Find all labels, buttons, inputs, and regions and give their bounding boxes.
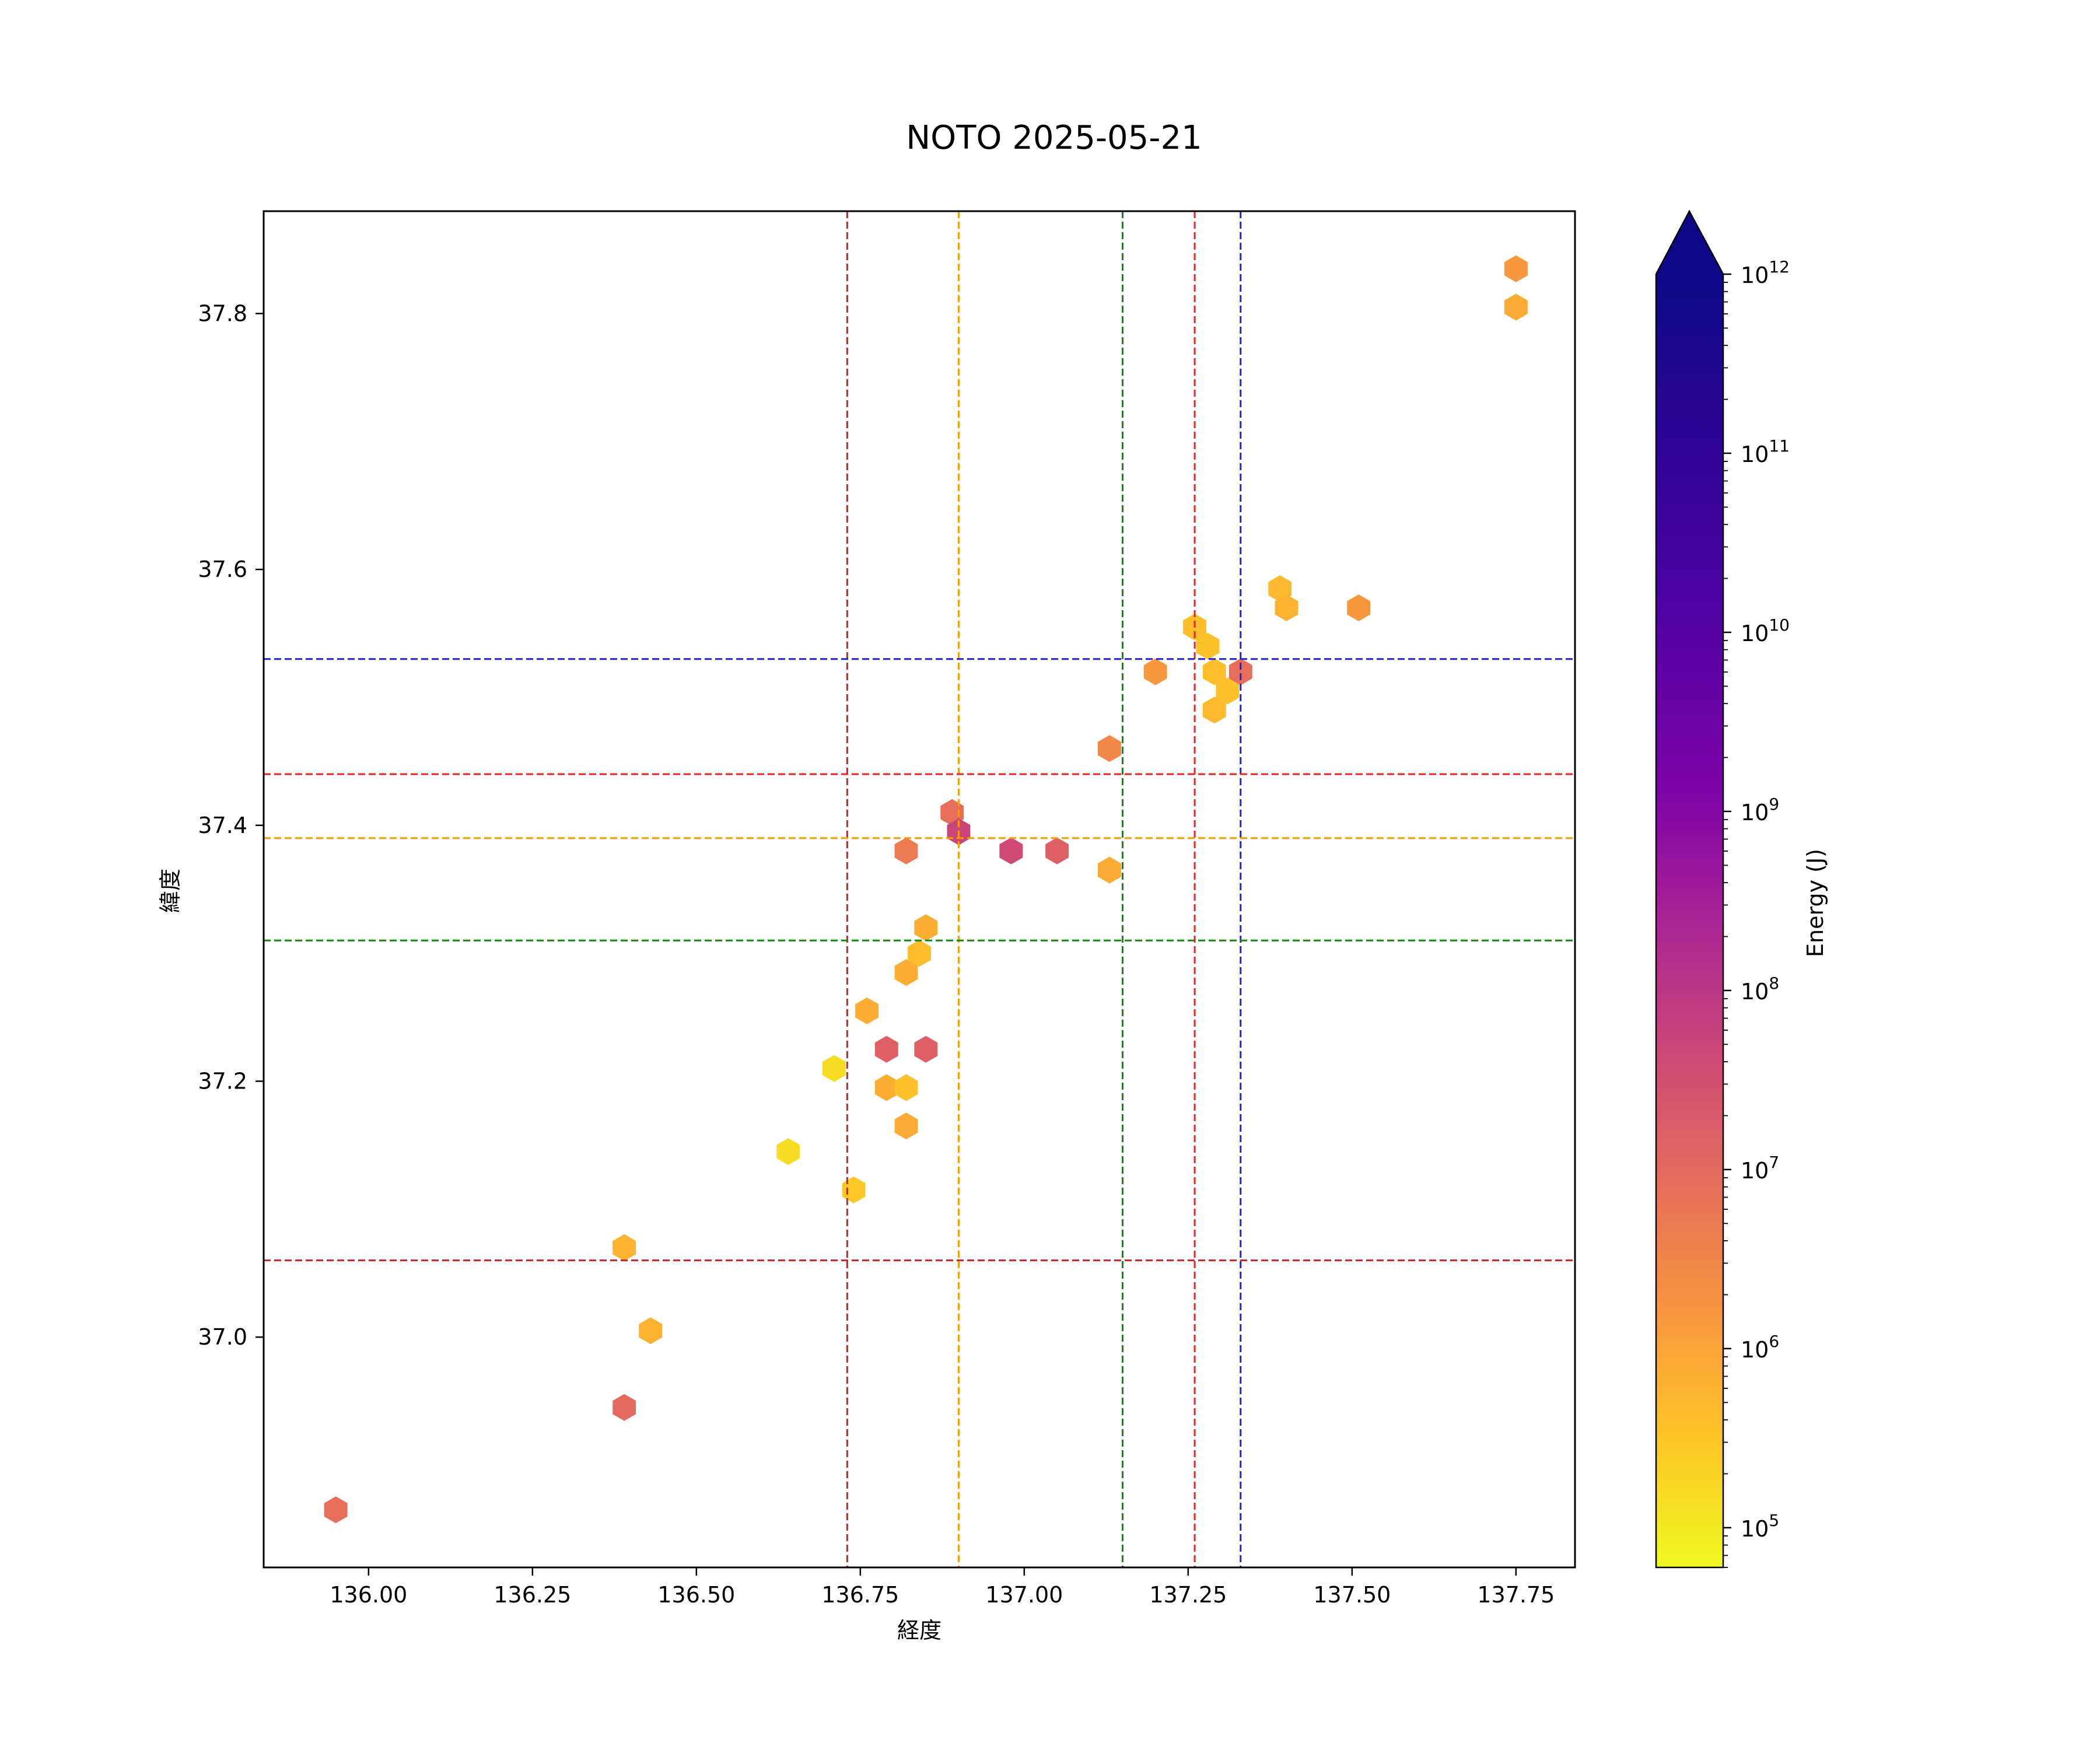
x-axis-label: 経度	[897, 1618, 942, 1643]
colorbar-tick-label: 108	[1741, 974, 1779, 1005]
x-tick-label: 136.75	[821, 1582, 899, 1608]
hexbin-cell	[1504, 255, 1528, 282]
hexbin-cell	[1143, 658, 1167, 685]
hexbin-cell	[612, 1394, 636, 1421]
colorbar-tick-label: 1010	[1741, 615, 1790, 646]
hexbin-cell	[639, 1317, 663, 1345]
y-tick-label: 37.2	[198, 1069, 247, 1094]
hexbin-cell	[855, 997, 878, 1024]
y-axis-label: 緯度	[158, 869, 183, 913]
hexbin-cell	[874, 1035, 898, 1063]
hexbin-cell	[874, 1074, 898, 1101]
hexbin-cell	[1196, 632, 1220, 660]
colorbar-tick-label: 1012	[1741, 257, 1790, 288]
colorbar-tick-label: 107	[1741, 1153, 1779, 1184]
x-tick-label: 137.50	[1313, 1582, 1391, 1608]
hexbin-cell	[1098, 735, 1121, 762]
hexbin-cell	[612, 1234, 636, 1261]
x-tick-label: 136.25	[494, 1582, 571, 1608]
hexbin-cell	[1098, 856, 1121, 884]
colorbar-ticks: 105 106 107 108 109 1010 1011 1012	[1723, 257, 1790, 1568]
hexbin-cell	[894, 1112, 918, 1140]
hexbin-cell	[908, 940, 931, 967]
chart-title: NOTO 2025-05-21	[906, 119, 1202, 157]
y-axis: 37.0 37.2 37.4 37.6 37.8	[198, 300, 264, 1350]
hexbin-cell	[1202, 658, 1226, 685]
plot-area	[262, 210, 1576, 1569]
colorbar-gradient	[1656, 274, 1723, 1567]
hexbin-cell	[914, 914, 938, 942]
hexbin-cell	[914, 1035, 938, 1063]
plot-background	[264, 211, 1575, 1567]
colorbar-tick-label: 106	[1741, 1332, 1779, 1363]
hexbin-cell	[1275, 594, 1298, 621]
hexbin-cell	[1228, 658, 1252, 685]
hexbin-cell	[894, 959, 918, 986]
colorbar: 105 106 107 108 109 1010 1011 1012 Energy (J)	[1655, 209, 1828, 1569]
x-tick-label: 137.00	[985, 1582, 1063, 1608]
y-tick-label: 37.8	[198, 300, 247, 326]
hexbin-cell	[894, 837, 918, 864]
x-tick-label: 136.50	[657, 1582, 735, 1608]
hexbin-cell	[1347, 594, 1370, 621]
colorbar-tick-label: 1011	[1741, 436, 1790, 467]
colorbar-tick-label: 109	[1741, 794, 1779, 825]
y-tick-label: 37.4	[198, 813, 247, 838]
x-tick-label: 137.75	[1477, 1582, 1555, 1608]
x-tick-label: 137.25	[1149, 1582, 1227, 1608]
hexbin-cell	[324, 1496, 348, 1524]
hexbin-cell	[822, 1055, 846, 1082]
hexbin-cell	[1504, 293, 1528, 321]
plot-frame	[262, 210, 1576, 1569]
hexbin-cell	[894, 1074, 918, 1101]
reference-lines	[264, 211, 1575, 1567]
y-tick-label: 37.6	[198, 556, 247, 582]
colorbar-label: Energy (J)	[1803, 849, 1828, 957]
colorbar-outline	[1655, 209, 1724, 1569]
colorbar-tick-label: 105	[1741, 1511, 1779, 1542]
y-tick-label: 37.0	[198, 1324, 247, 1350]
hexbin-cell	[1202, 696, 1226, 724]
hexbin-cell	[999, 837, 1023, 864]
hexbin-cell	[776, 1138, 800, 1166]
hexbin-cell	[1216, 677, 1240, 705]
x-tick-label: 136.00	[330, 1582, 407, 1608]
colorbar-extend-arrow	[1656, 211, 1723, 274]
hexbin-cell	[1045, 837, 1069, 864]
x-axis: 136.00 136.25 136.50 136.75 137.00 137.25 137.…	[330, 1567, 1555, 1608]
